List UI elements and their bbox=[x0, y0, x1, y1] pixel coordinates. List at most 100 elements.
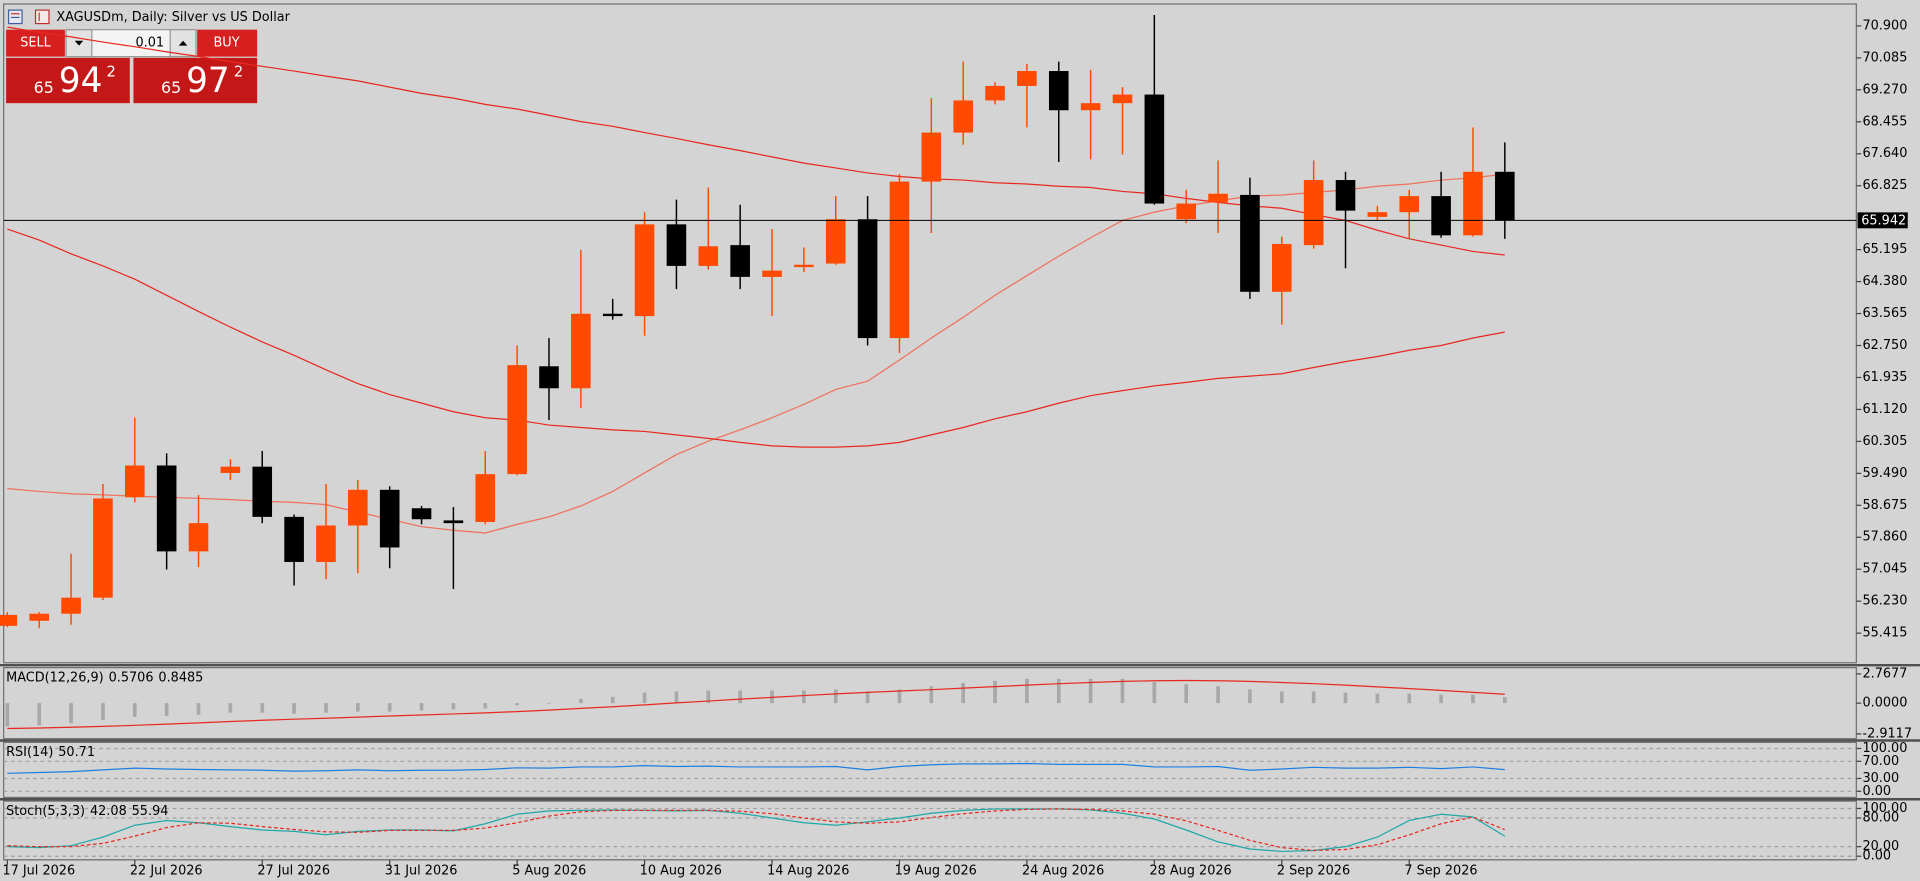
histogram-bar bbox=[292, 703, 296, 714]
candle-body bbox=[1367, 212, 1388, 217]
y-tick-label: 20.00 bbox=[1862, 839, 1899, 854]
candle-body bbox=[1431, 196, 1451, 236]
histogram-bar bbox=[1439, 694, 1443, 704]
candle-body bbox=[1335, 180, 1356, 211]
main-frame bbox=[3, 3, 1857, 664]
indicator-value: 42.08 bbox=[90, 803, 127, 818]
histogram-bar bbox=[865, 691, 870, 704]
time-label: 28 Aug 2026 bbox=[1149, 863, 1231, 878]
histogram-bar bbox=[451, 703, 456, 710]
histogram-bar bbox=[547, 703, 551, 704]
buy-pips: 97 bbox=[186, 61, 230, 101]
candle-body bbox=[379, 489, 400, 548]
histogram-bar bbox=[419, 703, 424, 711]
time-label: 22 Jul 2026 bbox=[130, 863, 203, 878]
sell-label[interactable]: SELL bbox=[20, 36, 51, 51]
y-tick-label: 70.085 bbox=[1862, 50, 1907, 65]
time-label: 10 Aug 2026 bbox=[640, 863, 722, 878]
candle-body bbox=[730, 245, 750, 277]
y-tick-label: 61.935 bbox=[1862, 370, 1907, 385]
candle-body bbox=[93, 498, 113, 598]
candle-body bbox=[1208, 193, 1228, 203]
buy-price-box[interactable] bbox=[133, 57, 258, 104]
candle-body bbox=[124, 465, 145, 498]
lot-value[interactable]: 0.01 bbox=[135, 36, 164, 51]
candle-body bbox=[316, 525, 336, 562]
candle-body bbox=[1176, 203, 1197, 220]
candle-body bbox=[762, 270, 782, 277]
histogram-bar bbox=[5, 703, 10, 727]
candle-body bbox=[666, 224, 687, 266]
histogram-bar bbox=[1216, 686, 1220, 704]
y-tick-label: 0.0000 bbox=[1862, 696, 1907, 711]
candle-body bbox=[1144, 94, 1165, 204]
sell-big-figure: 65 bbox=[34, 78, 54, 97]
y-tick-label: 57.045 bbox=[1862, 562, 1907, 577]
sell-price-box[interactable] bbox=[6, 57, 130, 104]
histogram-bar bbox=[1375, 693, 1380, 704]
y-tick-label: 64.380 bbox=[1862, 274, 1907, 289]
y-tick-label: 2.7677 bbox=[1862, 666, 1907, 681]
time-label: 5 Aug 2026 bbox=[512, 863, 586, 878]
y-tick-label: 69.270 bbox=[1862, 82, 1907, 97]
indicator-label: MACD(12,26,9) 0.5706 0.8485 bbox=[6, 670, 203, 685]
sell-pips: 94 bbox=[59, 61, 103, 101]
candle-body bbox=[953, 100, 973, 133]
rsi-frame bbox=[3, 741, 1857, 799]
histogram-bar bbox=[579, 698, 583, 704]
histogram-bar bbox=[1311, 691, 1316, 704]
time-label: 7 Sep 2026 bbox=[1404, 863, 1477, 878]
candle-body bbox=[1495, 171, 1515, 221]
candle-body bbox=[921, 132, 942, 182]
lot-decrease[interactable] bbox=[65, 29, 93, 58]
y-tick-label: 58.675 bbox=[1862, 498, 1907, 513]
histogram-bar bbox=[674, 691, 679, 704]
indicator-value: 55.94 bbox=[132, 803, 169, 818]
candle-body bbox=[348, 489, 368, 526]
histogram-bar bbox=[132, 703, 137, 717]
sell-fraction: 2 bbox=[107, 64, 116, 81]
candle-body bbox=[857, 219, 878, 339]
indicator-name: Stoch(5,3,3) bbox=[6, 803, 85, 818]
y-tick-label: 61.120 bbox=[1862, 402, 1907, 417]
indicator-line bbox=[7, 679, 1505, 730]
histogram-bar bbox=[1152, 682, 1157, 704]
buy-label[interactable]: BUY bbox=[213, 36, 239, 51]
histogram-bar bbox=[961, 683, 966, 704]
y-tick-label: 55.415 bbox=[1862, 626, 1907, 641]
candle-body bbox=[1048, 71, 1069, 111]
histogram-bar bbox=[1056, 678, 1061, 704]
candle-body bbox=[411, 508, 432, 520]
candle-body bbox=[188, 523, 209, 552]
candle-body bbox=[539, 366, 559, 389]
histogram-bar bbox=[833, 689, 838, 704]
candle-body bbox=[794, 264, 814, 268]
arrow-up bbox=[178, 40, 188, 46]
y-tick-label: 30.00 bbox=[1862, 771, 1899, 786]
histogram-bar bbox=[387, 703, 392, 712]
y-tick-label: 59.490 bbox=[1862, 466, 1907, 481]
histogram-bar bbox=[355, 703, 360, 712]
candle-body bbox=[1017, 71, 1037, 86]
buy-fraction: 2 bbox=[234, 64, 243, 81]
candle-body bbox=[252, 466, 273, 517]
histogram-bar bbox=[1025, 678, 1029, 704]
candle-body bbox=[698, 246, 719, 266]
y-tick-label: 100.00 bbox=[1862, 801, 1907, 816]
icon bbox=[34, 9, 50, 25]
buy-button[interactable] bbox=[197, 29, 258, 57]
indicator-line bbox=[7, 808, 1505, 852]
candle-body bbox=[889, 181, 910, 339]
histogram-bar bbox=[929, 686, 934, 704]
y-tick-label: 70.900 bbox=[1862, 18, 1907, 33]
candle-body bbox=[475, 474, 496, 522]
indicator-line bbox=[7, 762, 1505, 774]
histogram-bar bbox=[164, 703, 169, 716]
candle-body bbox=[985, 85, 1005, 101]
candle-body bbox=[284, 516, 304, 562]
histogram-bar bbox=[802, 690, 806, 704]
candle-body bbox=[1240, 194, 1260, 292]
candle-body bbox=[1303, 180, 1324, 246]
candle-body bbox=[602, 313, 623, 317]
